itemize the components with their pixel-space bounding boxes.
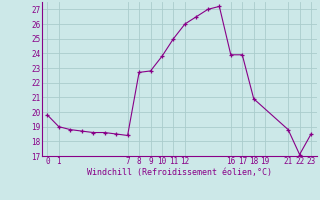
- X-axis label: Windchill (Refroidissement éolien,°C): Windchill (Refroidissement éolien,°C): [87, 168, 272, 177]
